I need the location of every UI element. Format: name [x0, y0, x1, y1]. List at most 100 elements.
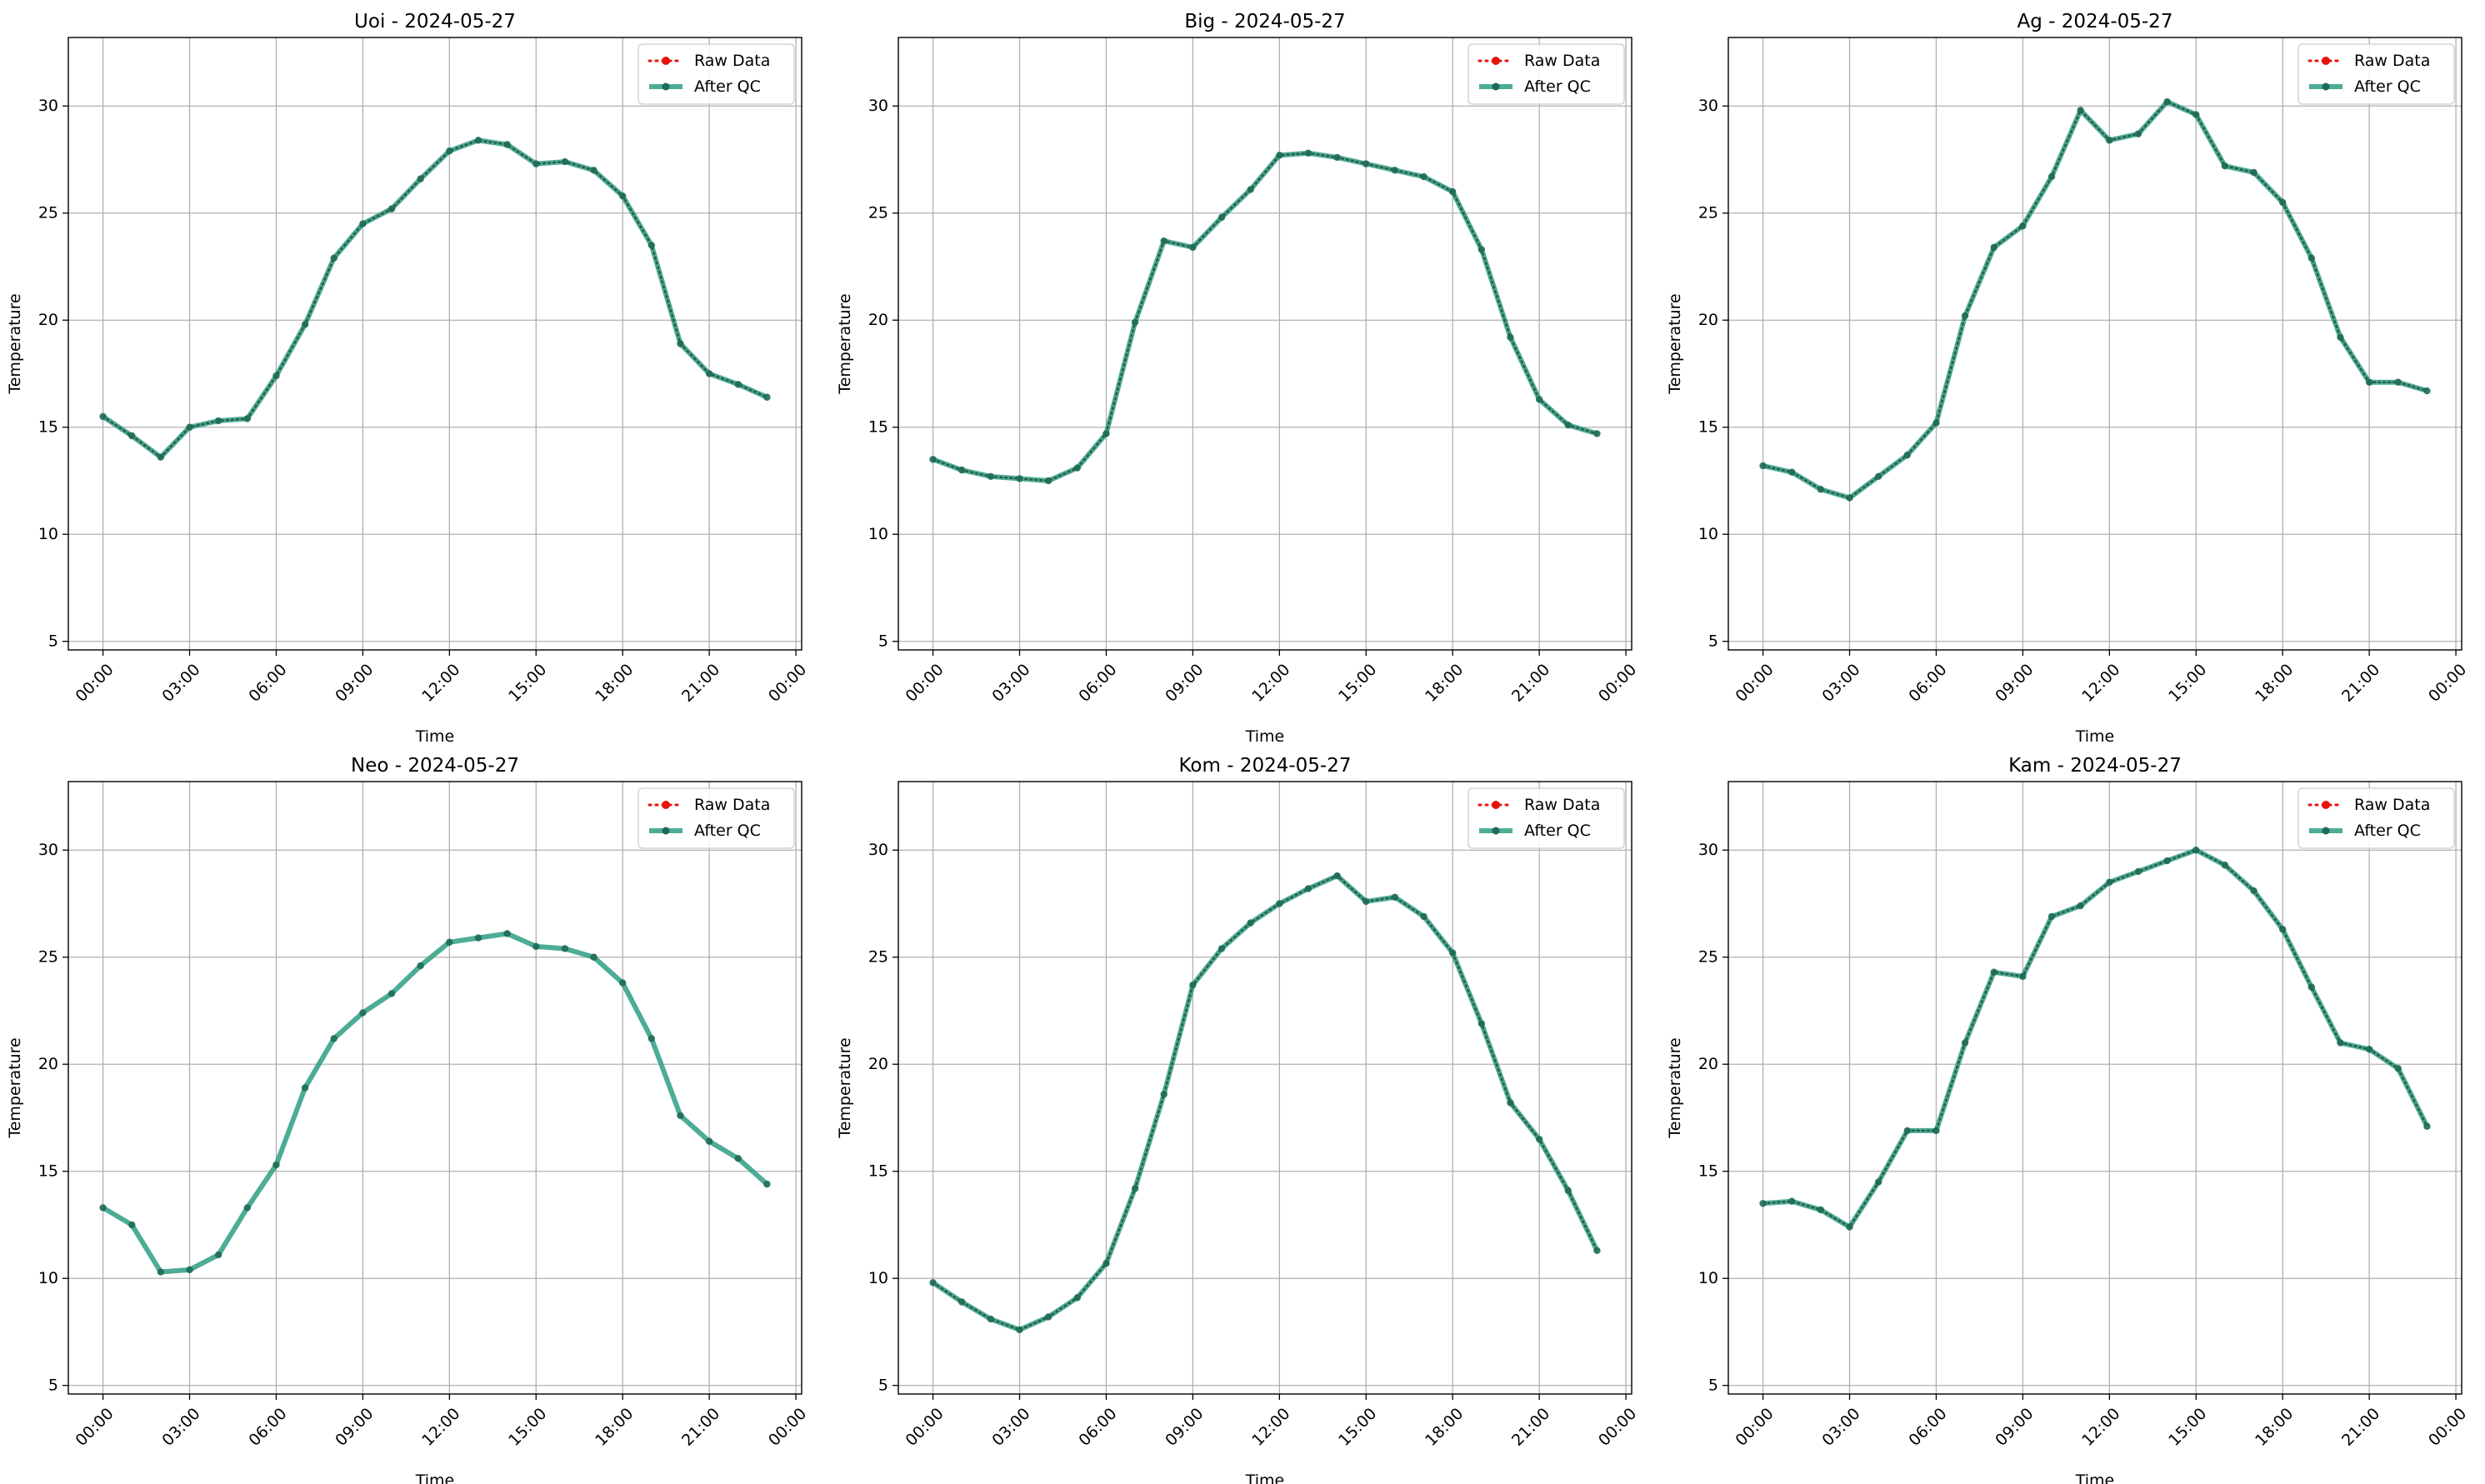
x-tick-label: 18:00	[1422, 1405, 1467, 1450]
legend-qc-marker	[662, 82, 670, 91]
x-tick-label: 18:00	[1422, 661, 1467, 706]
x-tick-label: 18:00	[2252, 661, 2297, 706]
x-tick-label: 03:00	[158, 1405, 203, 1450]
after-qc-point	[1961, 1039, 1969, 1047]
x-tick-label: 15:00	[505, 1405, 550, 1450]
after-qc-point	[1218, 213, 1226, 222]
y-tick-label: 30	[868, 841, 888, 859]
after-qc-point	[1189, 243, 1197, 252]
x-axis-label: Time	[1245, 727, 1285, 746]
after-qc-point	[958, 466, 966, 474]
x-tick-label: 06:00	[1905, 1405, 1950, 1450]
y-tick-label: 5	[48, 1377, 58, 1395]
after-qc-point	[2365, 378, 2373, 386]
after-qc-point	[2278, 198, 2287, 207]
after-qc-point	[2106, 137, 2113, 144]
y-axis-label: Temperature	[6, 293, 24, 394]
after-qc-point	[1131, 1185, 1139, 1192]
y-axis-label: Temperature	[836, 293, 854, 394]
after-qc-point	[2134, 867, 2142, 876]
after-qc-point	[2077, 902, 2084, 910]
after-qc-point	[1102, 430, 1110, 437]
after-qc-point	[1420, 912, 1428, 921]
after-qc-point	[763, 393, 771, 401]
after-qc-point	[1593, 430, 1601, 437]
legend-qc-marker	[2322, 827, 2330, 835]
series-raw-line	[1762, 100, 2428, 499]
legend-raw-label: Raw Data	[2354, 52, 2430, 70]
after-qc-point	[1044, 1313, 1052, 1321]
x-tick-label: 21:00	[1508, 1405, 1553, 1450]
x-tick-label: 00:00	[72, 1405, 117, 1450]
y-tick-label: 25	[868, 204, 888, 222]
y-tick-label: 10	[868, 1269, 888, 1287]
after-qc-point	[1073, 1294, 1082, 1302]
legend-raw-marker	[662, 801, 670, 809]
x-axis-label: Time	[415, 727, 455, 746]
after-qc-point	[99, 1204, 107, 1212]
after-qc-point	[1160, 1091, 1168, 1098]
x-tick-label: 00:00	[902, 661, 947, 706]
axes-frame	[68, 37, 802, 651]
x-tick-label: 18:00	[2252, 1405, 2297, 1450]
y-tick-label: 15	[1698, 1162, 1718, 1181]
after-qc-point	[929, 1279, 937, 1287]
series-raw-line	[102, 139, 768, 459]
after-qc-point	[474, 934, 482, 942]
after-qc-point	[1990, 968, 1998, 976]
y-tick-label: 10	[868, 525, 888, 543]
legend-qc-marker	[662, 827, 670, 835]
y-tick-label: 20	[868, 1055, 888, 1073]
after-qc-point	[734, 381, 742, 388]
y-tick-label: 30	[1698, 841, 1718, 859]
after-qc-point	[1478, 246, 1486, 253]
legend-qc-label: After QC	[1524, 822, 1591, 840]
after-qc-point	[1817, 486, 1825, 493]
x-tick-label: 03:00	[1818, 1405, 1863, 1450]
x-tick-label: 15:00	[505, 661, 550, 706]
after-qc-point	[186, 1266, 193, 1274]
after-qc-point	[2019, 972, 2027, 981]
after-qc-point	[2308, 254, 2316, 262]
y-tick-label: 15	[38, 418, 58, 437]
after-qc-point	[2106, 878, 2113, 886]
after-qc-point	[929, 456, 937, 463]
after-qc-point	[2423, 387, 2431, 395]
after-qc-point	[561, 157, 569, 166]
legend-raw-label: Raw Data	[2354, 796, 2430, 814]
after-qc-point	[330, 1035, 338, 1042]
after-qc-point	[705, 370, 713, 377]
after-qc-point	[1759, 1200, 1767, 1207]
series-after-qc-line	[932, 150, 1598, 483]
after-qc-point	[128, 1221, 136, 1229]
after-qc-point	[532, 942, 540, 951]
after-qc-point	[987, 1315, 995, 1323]
y-tick-label: 5	[48, 632, 58, 651]
after-qc-point	[987, 472, 995, 481]
axes-frame	[1728, 37, 2462, 651]
after-qc-point	[243, 1204, 252, 1212]
after-qc-point	[359, 220, 367, 227]
after-qc-point	[2337, 1039, 2344, 1047]
after-qc-point	[1362, 160, 1370, 167]
after-qc-point	[2221, 862, 2229, 869]
chart-panel-5: Kom - 2024-05-27 00:00 03:00 06:00 09:00 12:0…	[836, 755, 1640, 1484]
axes-frame	[898, 781, 1632, 1395]
y-tick-label: 30	[868, 97, 888, 115]
after-qc-point	[1788, 468, 1796, 476]
legend-raw-label: Raw Data	[1524, 796, 1600, 814]
legend-qc-label: After QC	[2354, 822, 2421, 840]
after-qc-point	[1420, 172, 1428, 181]
after-qc-point	[2163, 97, 2171, 106]
after-qc-point	[1276, 152, 1283, 159]
legend: Raw Data After QC	[2298, 787, 2455, 849]
y-axis-label: Temperature	[6, 1037, 24, 1138]
y-tick-label: 15	[868, 1162, 888, 1181]
after-qc-point	[1817, 1206, 1825, 1214]
x-tick-label: 09:00	[1162, 1405, 1207, 1450]
after-qc-point	[243, 415, 252, 422]
x-tick-label: 00:00	[2425, 661, 2470, 706]
x-tick-label: 21:00	[2338, 1405, 2383, 1450]
x-tick-label: 09:00	[332, 1405, 377, 1450]
legend: Raw Data After QC	[1468, 43, 1625, 105]
